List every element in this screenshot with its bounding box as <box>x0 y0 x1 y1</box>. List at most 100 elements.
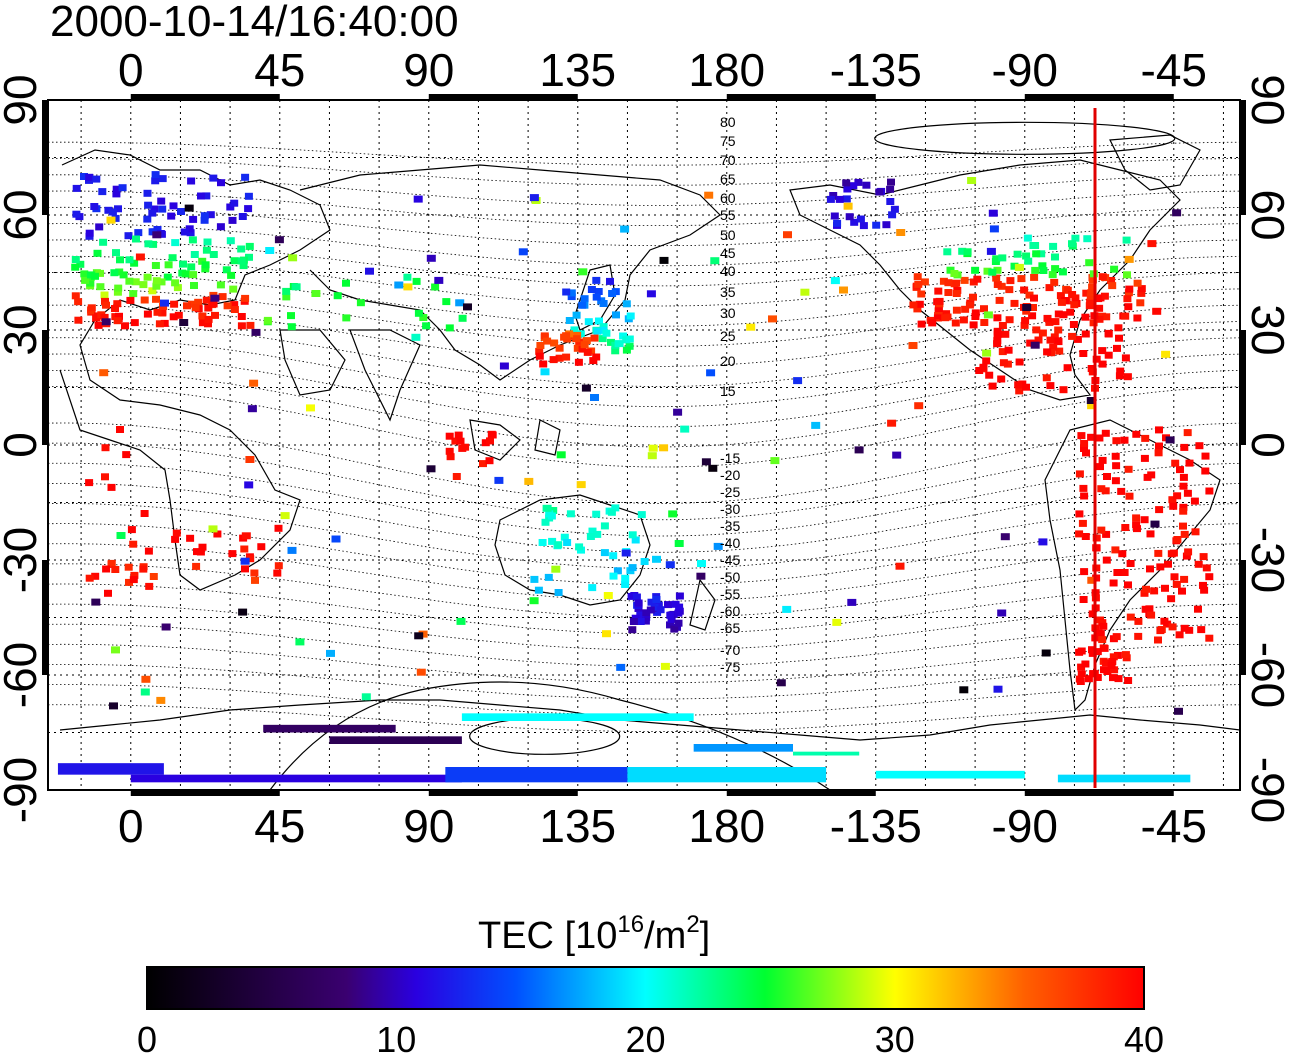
bottom-lon-tick-label: 45 <box>254 800 305 852</box>
tec-pixel <box>186 229 195 237</box>
tec-pixel <box>1141 605 1150 613</box>
tec-pixel <box>572 335 581 343</box>
tec-pixel <box>609 572 618 580</box>
tec-pixel <box>952 306 961 314</box>
tec-pixel <box>1109 674 1117 682</box>
tec-pixel <box>896 229 906 236</box>
tec-pixel <box>850 218 859 226</box>
tec-pixel <box>583 348 592 356</box>
tec-pixel <box>993 685 1003 693</box>
tec-pixel <box>91 598 101 606</box>
tec-pixel <box>149 573 158 580</box>
tec-pixel <box>1092 355 1101 363</box>
tec-pixel <box>116 532 126 539</box>
tec-pixel <box>171 279 180 287</box>
magnetic-contour <box>48 190 1240 226</box>
tec-pixel <box>129 290 138 298</box>
tec-pixel <box>993 281 1002 288</box>
tec-pixel <box>1092 544 1101 552</box>
tec-pixel <box>282 287 291 295</box>
tec-pixel <box>333 292 342 300</box>
tec-pixel <box>973 275 982 283</box>
tec-pixel <box>1141 434 1150 442</box>
magnetic-latitude-label: 60 <box>720 190 736 206</box>
tec-pixel <box>1124 677 1133 684</box>
tec-pixel <box>431 283 440 291</box>
tec-pixel <box>611 504 620 512</box>
tec-pixel <box>1046 336 1055 344</box>
frame-tick-right <box>1240 330 1246 445</box>
tec-pixel <box>108 208 117 216</box>
tec-pixel <box>1082 449 1090 457</box>
tec-pixel <box>152 295 160 303</box>
tec-pixel <box>986 247 996 255</box>
tec-pixel <box>80 173 88 180</box>
tec-pixel <box>251 328 261 336</box>
top-lon-tick-label: 180 <box>688 44 765 96</box>
tec-pixel <box>634 599 643 607</box>
tec-pixel <box>274 524 283 532</box>
tec-pixel <box>1057 298 1066 306</box>
tec-pixel <box>101 297 109 305</box>
left-lat-tick-label: -30 <box>0 527 46 593</box>
tec-pixel <box>139 565 148 573</box>
tec-pixel <box>573 344 582 352</box>
tec-pixel <box>169 313 178 321</box>
tec-pixel <box>1179 482 1188 490</box>
tec-pixel <box>185 225 194 233</box>
tec-pixel <box>556 451 566 459</box>
frame-tick-bottom <box>130 790 280 796</box>
tec-pixel <box>670 625 679 633</box>
tec-pixel <box>1197 626 1206 634</box>
tec-pixel <box>1184 548 1193 556</box>
tec-pixel <box>1075 470 1084 478</box>
tec-pixel <box>291 283 301 291</box>
tec-pixel <box>240 545 249 553</box>
tec-pixel <box>572 311 581 319</box>
tec-pixel <box>445 324 454 332</box>
tec-pixel <box>1161 584 1169 592</box>
bottom-longitude-labels: 0 45 90 135 180 -135 -90 -45 <box>118 800 1207 852</box>
tec-pixel <box>463 303 472 311</box>
tec-pixel <box>888 211 897 219</box>
tec-pixel <box>92 175 101 183</box>
tec-pixel <box>413 195 423 203</box>
tec-pixel <box>241 294 250 302</box>
tec-pixel <box>1029 242 1038 249</box>
tec-pixel <box>140 296 149 304</box>
tec-pixel <box>1194 560 1203 568</box>
tec-pixel <box>1093 674 1102 681</box>
tec-pixel <box>616 663 626 671</box>
tec-pixel <box>414 632 424 640</box>
tec-pixel <box>237 322 246 330</box>
tec-pixel <box>419 314 428 321</box>
magnetic-contour <box>48 664 1240 700</box>
tec-pixel <box>1123 295 1132 303</box>
tec-pixel <box>1081 660 1090 668</box>
tec-pixel <box>1121 312 1130 320</box>
left-lat-tick-label: 0 <box>0 432 46 458</box>
tec-pixel <box>859 222 868 230</box>
tec-pixel <box>935 297 944 305</box>
left-latitude-labels: 90 60 30 0 -30 -60 -90 <box>0 74 46 823</box>
tec-pixel <box>434 276 444 284</box>
tec-pixel <box>1037 250 1046 258</box>
tec-pixel <box>126 296 135 304</box>
tec-pixel <box>998 322 1007 329</box>
tec-pixel <box>554 589 563 596</box>
tec-pixel <box>875 188 884 196</box>
tec-pixel <box>1120 436 1129 444</box>
tec-pixel <box>228 550 237 558</box>
tec-pixel <box>91 272 99 280</box>
tec-pixel <box>989 225 999 233</box>
tec-pixel <box>1077 647 1086 655</box>
tec-pixel <box>992 255 1001 263</box>
tec-pixel <box>101 473 109 481</box>
tec-pixel <box>265 247 275 254</box>
tec-pixel <box>770 457 780 465</box>
tec-pixel <box>1088 283 1097 291</box>
bottom-lon-tick-label: 180 <box>688 800 765 852</box>
tec-pixel <box>416 668 426 676</box>
magnetic-contour <box>48 482 1240 553</box>
tec-pixel <box>1183 489 1192 497</box>
